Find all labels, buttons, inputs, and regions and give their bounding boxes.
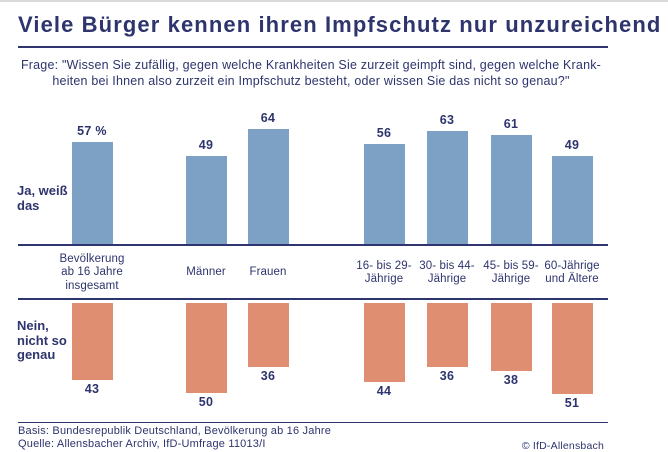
value-label: 61 bbox=[503, 117, 519, 131]
upper-chart-baseline bbox=[18, 244, 608, 246]
bar-no bbox=[71, 303, 113, 380]
bar-yes bbox=[551, 156, 593, 244]
value-label: 64 bbox=[260, 111, 276, 125]
bar-yes bbox=[247, 129, 289, 244]
value-label: 44 bbox=[376, 384, 392, 398]
value-label: 49 bbox=[198, 138, 214, 152]
value-label: 57 % bbox=[77, 124, 107, 138]
value-label: 36 bbox=[260, 369, 276, 383]
bar-no bbox=[426, 303, 468, 367]
value-label: 43 bbox=[84, 382, 100, 396]
footer-divider bbox=[18, 422, 608, 423]
category-label: Frauen bbox=[249, 266, 287, 279]
value-label: 36 bbox=[439, 369, 455, 383]
lower-chart-baseline bbox=[18, 298, 608, 300]
category-label: 30- bis 44- Jährige bbox=[419, 259, 475, 286]
value-label: 50 bbox=[198, 395, 214, 409]
survey-question-line2: heiten bei Ihnen also zurzeit ein Impfsc… bbox=[52, 74, 570, 88]
value-label: 38 bbox=[503, 373, 519, 387]
bar-no bbox=[490, 303, 532, 371]
footer-basis: Basis: Bundesrepublik Deutschland, Bevöl… bbox=[18, 425, 332, 437]
survey-question: Frage: "Wissen Sie zufällig, gegen welch… bbox=[12, 57, 610, 89]
category-label: 45- bis 59- Jährige bbox=[483, 259, 539, 286]
bar-no bbox=[551, 303, 593, 394]
bar-yes bbox=[71, 142, 113, 244]
category-label: Bevölkerung ab 16 Jahre insgesamt bbox=[59, 252, 125, 292]
title-divider bbox=[18, 46, 608, 48]
series-label-yes: Ja, weiß das bbox=[17, 183, 68, 213]
footer-copyright: © IfD-Allensbach bbox=[521, 440, 604, 452]
survey-question-line1: Frage: "Wissen Sie zufällig, gegen welch… bbox=[20, 58, 602, 72]
category-label: 60-Jährige und Ältere bbox=[544, 259, 600, 286]
category-label: 16- bis 29- Jährige bbox=[356, 259, 412, 286]
value-label: 49 bbox=[564, 138, 580, 152]
value-label: 63 bbox=[439, 113, 455, 127]
bar-yes bbox=[363, 144, 405, 244]
bar-yes bbox=[490, 135, 532, 244]
footer-source: Quelle: Allensbacher Archiv, IfD-Umfrage… bbox=[18, 438, 266, 450]
value-label: 56 bbox=[376, 126, 392, 140]
page-title: Viele Bürger kennen ihren Impfschutz nur… bbox=[18, 12, 662, 37]
bar-yes bbox=[426, 131, 468, 244]
value-label: 51 bbox=[564, 396, 580, 410]
bar-no bbox=[247, 303, 289, 367]
bar-no bbox=[185, 303, 227, 393]
bar-yes bbox=[185, 156, 227, 244]
series-label-no: Nein, nicht so genau bbox=[17, 318, 67, 362]
category-label: Männer bbox=[186, 266, 226, 279]
bar-no bbox=[363, 303, 405, 382]
